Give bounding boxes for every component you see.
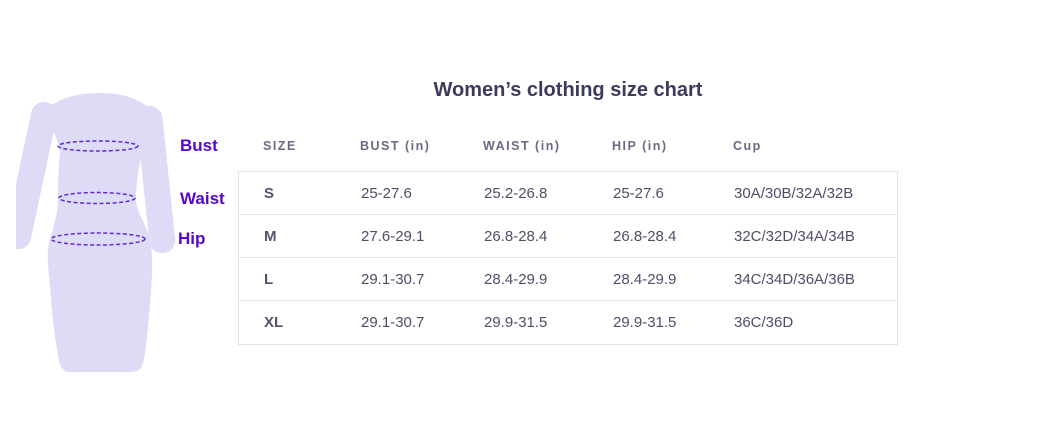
column-header-size: SIZE [263, 139, 297, 153]
hip-cell: 28.4-29.9 [613, 270, 677, 288]
table-row: S 25-27.6 25.2-26.8 25-27.6 30A/30B/32A/32B [239, 172, 897, 215]
cup-cell: 34C/34D/36A/36B [734, 270, 855, 288]
size-table: SIZE BUST (in) WAIST (in) HIP (in) Cup S… [238, 139, 898, 345]
dress-right-sleeve [136, 105, 176, 254]
cup-cell: 36C/36D [734, 314, 794, 331]
bust-label: Bust [180, 136, 218, 155]
bust-measure-line [57, 140, 139, 152]
hip-cell: 26.8-28.4 [613, 227, 677, 245]
bust-cell: 29.1-30.7 [361, 314, 425, 331]
hip-label: Hip [178, 229, 206, 248]
page-title: Women’s clothing size chart [433, 79, 703, 101]
waist-cell: 28.4-29.9 [484, 270, 548, 288]
waist-measure-line [58, 191, 136, 205]
waist-cell: 25.2-26.8 [484, 184, 548, 202]
waist-cell: 29.9-31.5 [484, 314, 548, 331]
table-row: L 29.1-30.7 28.4-29.9 28.4-29.9 34C/34D/36A/… [239, 258, 897, 301]
hip-measure-line [50, 232, 146, 246]
column-header-waist: WAIST (in) [483, 139, 561, 153]
table-body: S 25-27.6 25.2-26.8 25-27.6 30A/30B/32A/32B M… [238, 171, 898, 345]
cup-cell: 32C/32D/34A/34B [734, 227, 855, 245]
size-cell: S [264, 184, 275, 202]
cup-cell: 30A/30B/32A/32B [734, 184, 854, 202]
waist-label: Waist [180, 189, 225, 208]
table-row: XL 29.1-30.7 29.9-31.5 29.9-31.5 36C/36D [239, 301, 897, 344]
hip-cell: 25-27.6 [613, 184, 664, 202]
column-header-hip: HIP (in) [612, 139, 668, 153]
table-header-row: SIZE BUST (in) WAIST (in) HIP (in) Cup [238, 139, 898, 171]
bust-cell: 29.1-30.7 [361, 270, 425, 288]
bust-cell: 27.6-29.1 [361, 227, 425, 245]
column-header-bust: BUST (in) [360, 139, 431, 153]
column-header-cup: Cup [733, 139, 762, 153]
bust-cell: 25-27.6 [361, 184, 412, 202]
size-cell: L [264, 270, 274, 288]
size-cell: XL [264, 314, 284, 331]
dress-illustration [16, 93, 176, 372]
hip-cell: 29.9-31.5 [613, 314, 677, 331]
size-cell: M [264, 227, 277, 245]
table-row: M 27.6-29.1 26.8-28.4 26.8-28.4 32C/32D/34A/… [239, 215, 897, 258]
waist-cell: 26.8-28.4 [484, 227, 548, 245]
dress-left-sleeve [16, 101, 57, 250]
